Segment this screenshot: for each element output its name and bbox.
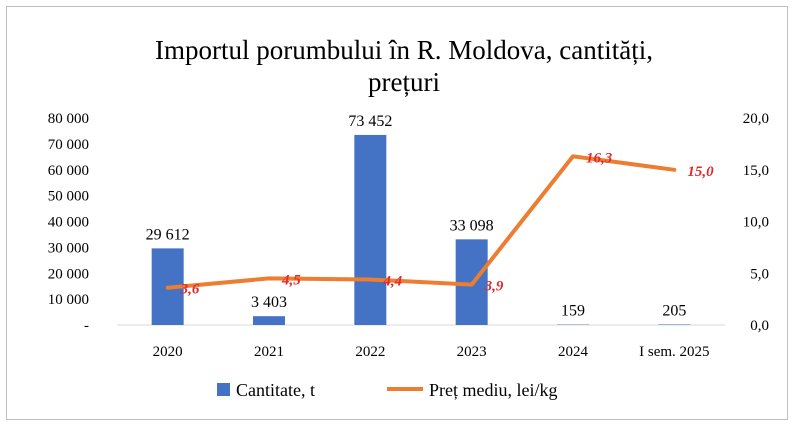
y-left-tick-label: 80 000 xyxy=(48,111,89,127)
x-axis-ticks: 2020 2021 2022 2023 2024 I sem. 2025 xyxy=(153,344,710,360)
price-label-2023: 3,9 xyxy=(484,279,504,295)
bar-2021 xyxy=(253,316,285,325)
left-axis: - 10 000 20 000 30 000 40 000 50 000 60 000 70 … xyxy=(48,111,89,334)
y-left-tick-label: 60 000 xyxy=(48,163,89,179)
y-left-tick-label: 70 000 xyxy=(48,137,89,153)
price-label-2020: 3,6 xyxy=(180,282,200,298)
x-tick-label: 2020 xyxy=(153,344,183,360)
y-right-tick-label: 10,0 xyxy=(743,215,769,231)
line-data-labels: 3,6 4,5 4,4 3,9 16,3 15,0 xyxy=(180,150,714,297)
bar-label-I sem. 2025: 205 xyxy=(662,302,686,319)
bar-data-labels: 29 612 3 403 73 452 33 098 159 205 xyxy=(146,113,687,320)
line-series xyxy=(165,154,677,290)
price-label-2024: 16,3 xyxy=(586,150,613,166)
y-right-tick-label: 20,0 xyxy=(743,111,769,127)
x-tick-label: 2023 xyxy=(457,344,487,360)
bar-label-2022: 73 452 xyxy=(348,113,392,130)
bar-label-2020: 29 612 xyxy=(146,226,190,243)
legend-bar-label: Cantitate, t xyxy=(236,380,315,400)
y-right-tick-label: 5,0 xyxy=(750,266,769,282)
x-tick-label: 2022 xyxy=(355,344,385,360)
bar-label-2023: 33 098 xyxy=(450,217,494,234)
bar-I sem. 2025 xyxy=(658,324,691,325)
y-left-tick-label: 30 000 xyxy=(48,240,89,256)
right-axis: 0,0 5,0 10,0 15,0 20,0 xyxy=(743,111,769,334)
chart-title-line2: prețuri xyxy=(368,67,440,97)
legend-bar-swatch xyxy=(217,383,230,396)
chart-frame: Importul porumbului în R. Moldova, canti… xyxy=(6,6,788,420)
price-label-2022: 4,4 xyxy=(382,273,402,289)
x-tick-label: 2024 xyxy=(558,344,589,360)
x-tick-label: 2021 xyxy=(254,344,284,360)
bar-label-2021: 3 403 xyxy=(251,294,287,311)
price-label-I sem. 2025: 15,0 xyxy=(687,164,714,180)
price-line xyxy=(165,154,677,290)
y-left-tick-label: 20 000 xyxy=(48,266,89,282)
y-right-tick-label: 15,0 xyxy=(743,163,769,179)
chart-canvas: Importul porumbului în R. Moldova, canti… xyxy=(48,35,769,400)
legend-line-label: Preț mediu, lei/kg xyxy=(429,380,557,400)
x-tick-label: I sem. 2025 xyxy=(639,344,709,360)
y-left-tick-label: 40 000 xyxy=(48,215,89,231)
bar-series xyxy=(151,134,691,325)
bar-label-2024: 159 xyxy=(561,303,585,320)
legend: Cantitate, t Preț mediu, lei/kg xyxy=(217,380,557,400)
bar-2022 xyxy=(354,134,387,325)
y-right-tick-label: 0,0 xyxy=(750,318,769,334)
chart-title-line1: Importul porumbului în R. Moldova, canti… xyxy=(155,35,653,65)
y-left-tick-label: - xyxy=(84,318,89,334)
y-left-tick-label: 50 000 xyxy=(48,189,89,205)
y-left-tick-label: 10 000 xyxy=(48,292,89,308)
price-label-2021: 4,5 xyxy=(281,272,301,288)
